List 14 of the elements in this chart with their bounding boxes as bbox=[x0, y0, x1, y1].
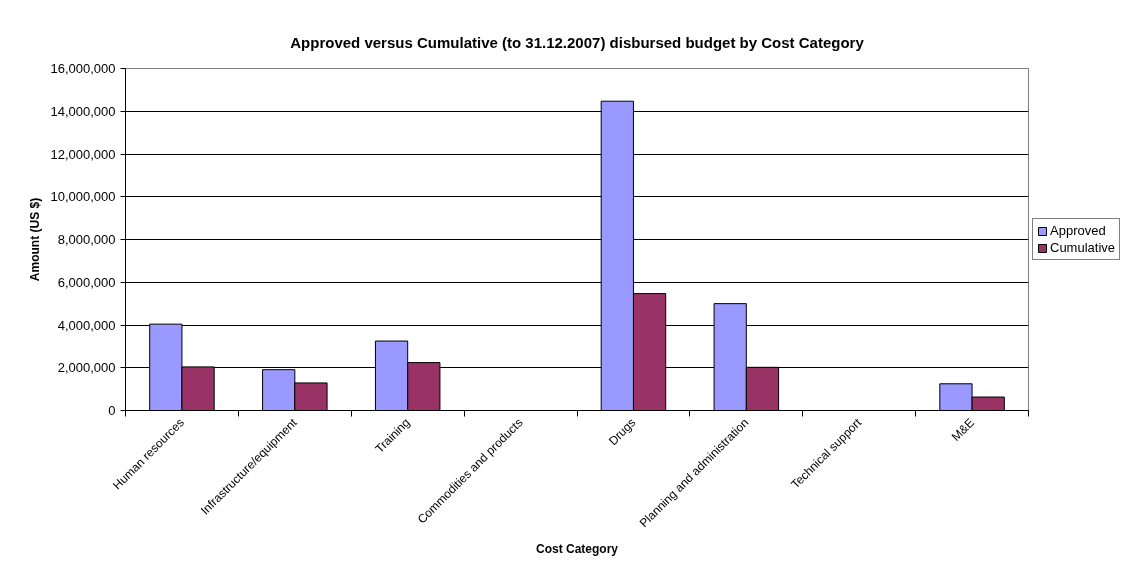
y-tick-label: 16,000,000 bbox=[50, 61, 116, 76]
y-tick-label: 6,000,000 bbox=[57, 274, 116, 290]
y-tick-label: 14,000,000 bbox=[50, 103, 116, 119]
y-tick-label: 10,000,000 bbox=[50, 189, 116, 205]
y-tick-label: 4,000,000 bbox=[57, 317, 116, 333]
legend-label: Cumulative bbox=[1050, 240, 1116, 255]
y-axis-title: Amount (US $) bbox=[28, 197, 43, 282]
y-tick-label: 8,000,000 bbox=[57, 232, 116, 247]
y-tick-label: 12,000,000 bbox=[50, 146, 116, 162]
x-axis-title: Cost Category bbox=[535, 542, 619, 557]
chart-title: Approved versus Cumulative (to 31.12.2007) disbursed budget by Cost Category bbox=[290, 33, 865, 51]
y-tick-label: 2,000,000 bbox=[57, 360, 116, 376]
y-tick-label: 0 bbox=[108, 403, 116, 418]
legend-label: Approved bbox=[1050, 223, 1106, 238]
